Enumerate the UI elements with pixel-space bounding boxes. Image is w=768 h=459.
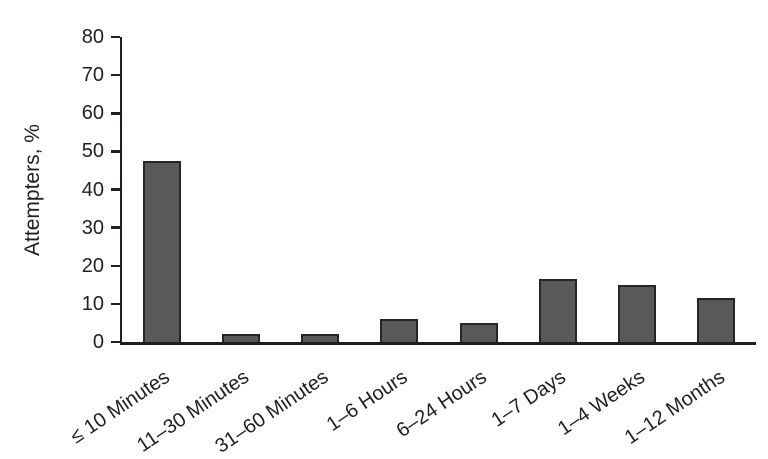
y-tick-label: 10 [81,292,104,315]
y-tick-mark [110,73,120,77]
plot-area: 0 10 20 30 40 50 60 70 80 ≤ 10 Minutes 11–30 Minu… [67,26,756,458]
y-tick-label: 60 [81,102,104,125]
y-tick-mark [110,188,120,191]
bar [459,322,498,342]
y-tick-mark [110,35,120,39]
bar [538,279,577,342]
y-tick-label: 0 [92,331,104,353]
y-tick-label: 40 [81,178,104,201]
y-tick-label: 50 [81,140,104,163]
y-tick-mark [110,340,120,344]
y-tick-label: 80 [81,26,104,48]
bar [142,160,181,342]
x-axis-labels: ≤ 10 Minutes 11–30 Minutes 31–60 Minutes 1–… [67,342,756,459]
x-axis-line [119,342,756,345]
y-tick-mark [110,226,120,229]
y-tick-label: 30 [81,216,104,239]
y-axis-line [119,37,122,345]
bar [301,334,340,342]
y-tick-label: 70 [81,64,104,87]
bar [618,284,657,342]
y-tick-mark [110,112,120,115]
bar [221,334,260,342]
y-tick-mark [110,302,120,306]
y-tick-label: 20 [81,254,104,277]
y-axis-title: Attempters, % [21,124,44,256]
y-tick-mark [110,150,120,153]
bar [697,298,736,342]
bar [380,319,419,342]
y-tick-mark [110,264,120,267]
